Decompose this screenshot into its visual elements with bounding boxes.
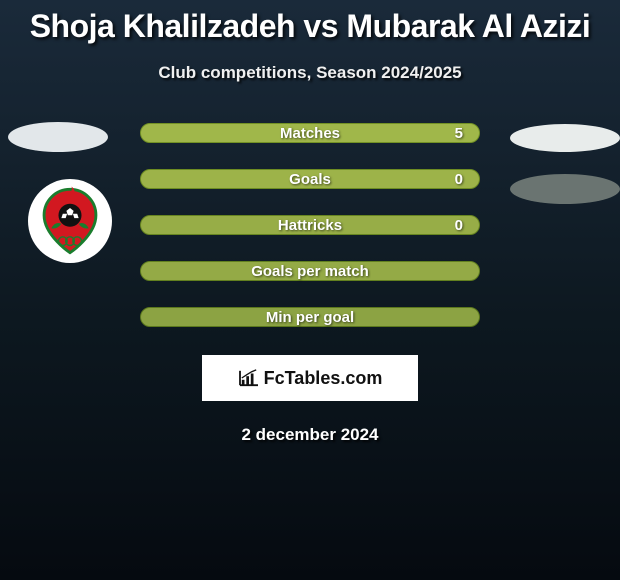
brand-box[interactable]: FcTables.com bbox=[202, 355, 418, 401]
stat-label: Goals per match bbox=[251, 263, 369, 280]
page-title: Shoja Khalilzadeh vs Mubarak Al Azizi bbox=[0, 0, 620, 45]
footer-date: 2 december 2024 bbox=[0, 425, 620, 445]
stat-row: Min per goal bbox=[140, 307, 480, 327]
stat-label: Goals bbox=[289, 171, 331, 188]
brand-label: FcTables.com bbox=[264, 368, 383, 389]
bar-chart-icon bbox=[238, 369, 260, 387]
stat-value: 0 bbox=[455, 217, 463, 234]
stat-value: 0 bbox=[455, 171, 463, 188]
stat-label: Min per goal bbox=[266, 309, 354, 326]
stat-value: 5 bbox=[455, 125, 463, 142]
stat-label: Matches bbox=[280, 125, 340, 142]
stat-label: Hattricks bbox=[278, 217, 342, 234]
stats-list: Matches 5 Goals 0 Hattricks 0 Goals per match M… bbox=[0, 123, 620, 327]
stat-row: Matches 5 bbox=[140, 123, 480, 143]
stat-row: Hattricks 0 bbox=[140, 215, 480, 235]
stat-row: Goals per match bbox=[140, 261, 480, 281]
stat-row: Goals 0 bbox=[140, 169, 480, 189]
page-subtitle: Club competitions, Season 2024/2025 bbox=[0, 63, 620, 83]
